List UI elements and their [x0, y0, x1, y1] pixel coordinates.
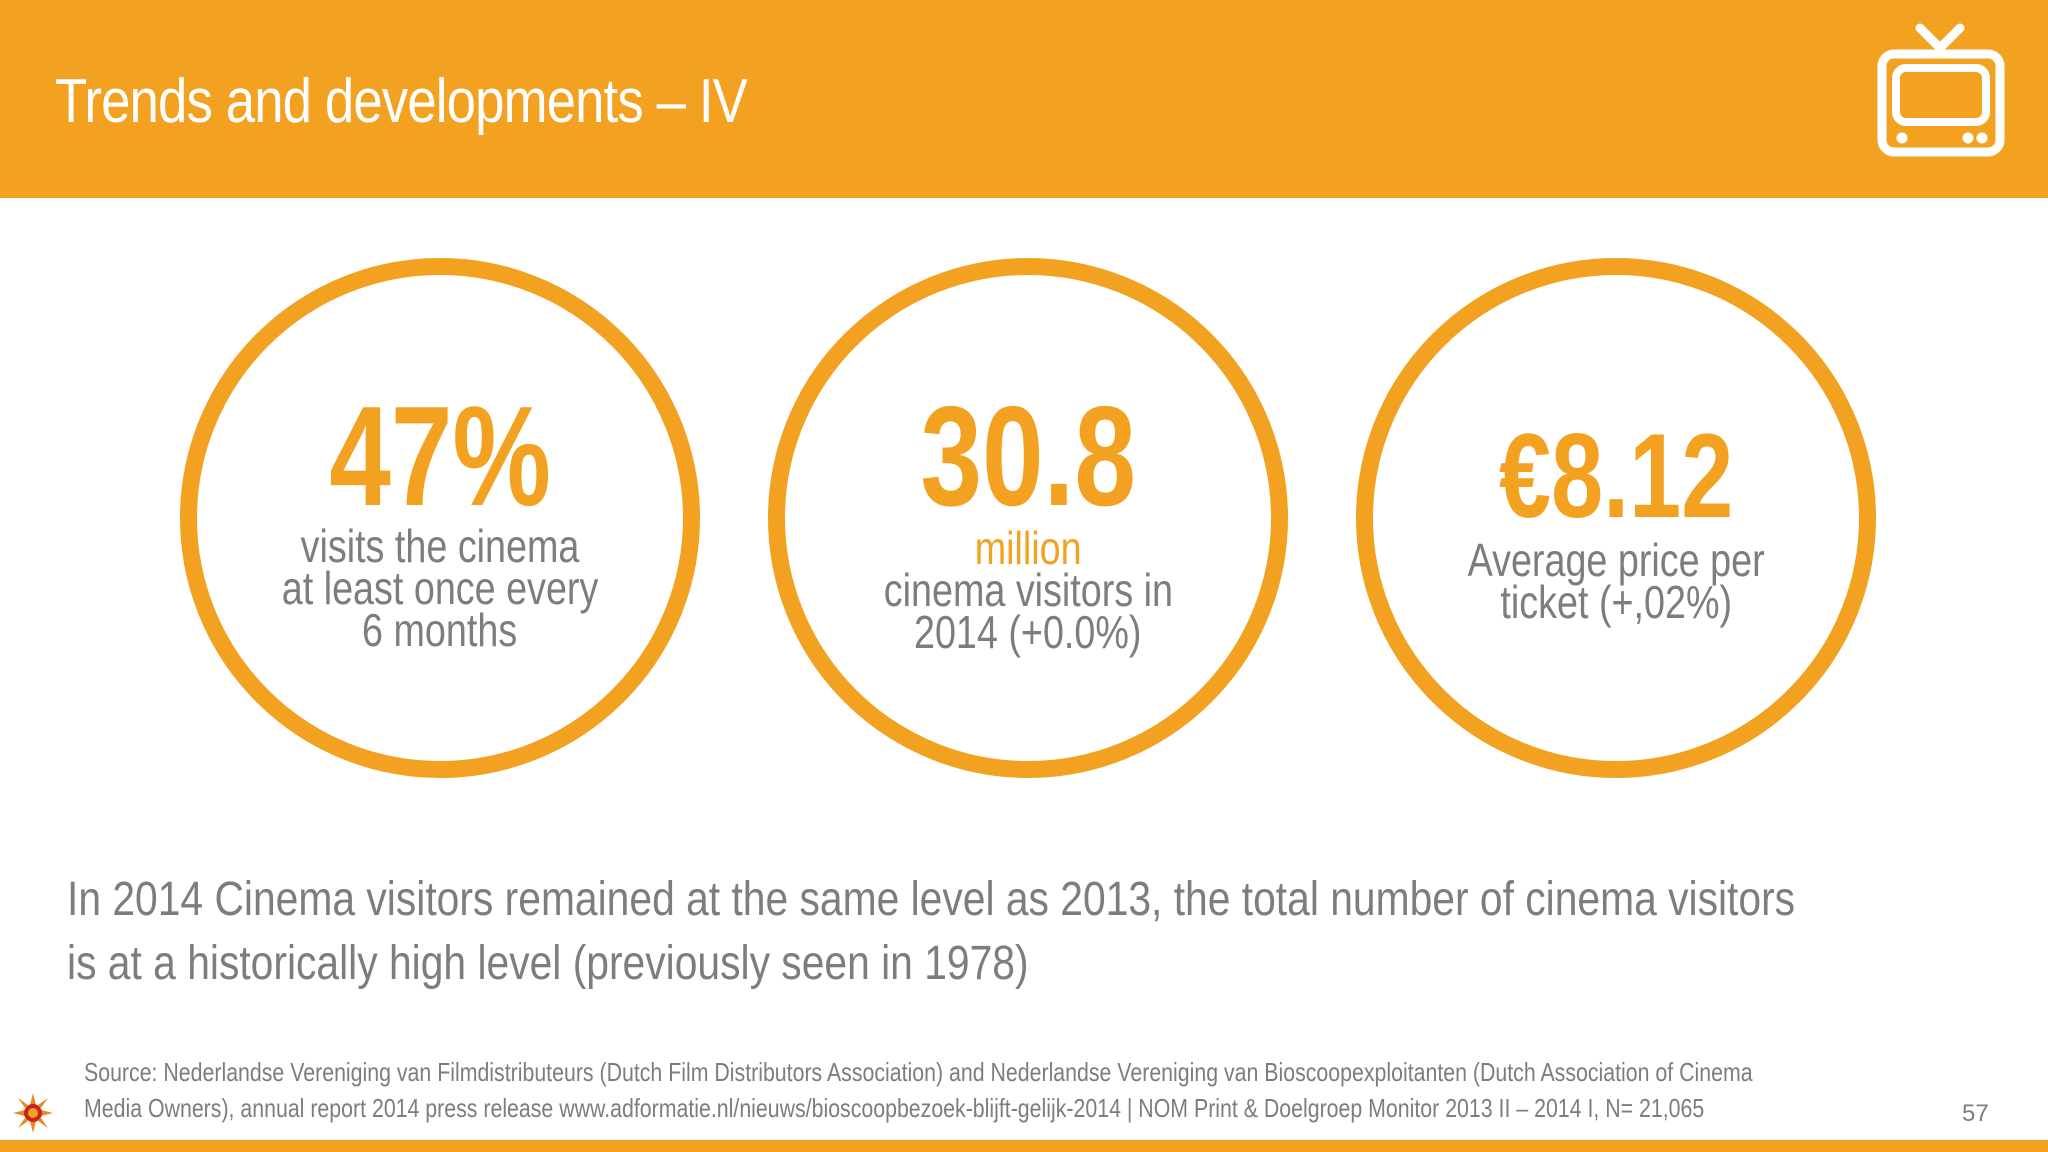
stat-value: 47% — [329, 377, 551, 536]
source-citation: Source: Nederlandse Vereniging van Filmd… — [84, 1054, 2048, 1126]
header-bar: Trends and developments – IV — [0, 0, 2048, 198]
stat-circle-ticket-price: €8.12 Average price per ticket (+,02%) — [1356, 258, 1876, 778]
tv-icon — [1877, 23, 2005, 157]
footer-bar — [0, 1140, 2048, 1152]
stat-description-line: cinema visitors in — [883, 564, 1173, 616]
stat-description-line: 2014 (+0.0%) — [914, 606, 1142, 658]
stat-unit: million — [974, 522, 1082, 574]
stat-description: cinema visitors in 2014 (+0.0%) — [785, 564, 1271, 658]
stat-description-line: visits the cinema — [300, 520, 580, 572]
stat-description-line: ticket (+,02%) — [1500, 576, 1732, 628]
source-line: Media Owners), annual report 2014 press … — [84, 1093, 1705, 1123]
stat-circle-cinema-visitors: 30.8 million cinema visitors in 2014 (+0… — [768, 258, 1288, 778]
page-number: 57 — [1962, 1100, 1989, 1127]
stat-value: 30.8 — [920, 377, 1136, 536]
stat-description-line: at least once every — [281, 562, 599, 614]
stat-value: €8.12 — [1498, 409, 1734, 543]
stat-description-line: 6 months — [362, 604, 518, 656]
summary-line: In 2014 Cinema visitors remained at the … — [67, 873, 1796, 926]
sun-logo-icon — [13, 1093, 53, 1133]
stat-description: visits the cinema at least once every 6 … — [197, 520, 683, 656]
summary-line: is at a historically high level (previou… — [67, 937, 1029, 990]
stat-description-line: Average price per — [1467, 534, 1765, 586]
stat-circle-visit-frequency: 47% visits the cinema at least once ever… — [180, 258, 700, 778]
summary-text: In 2014 Cinema visitors remained at the … — [67, 868, 2048, 996]
stat-description: Average price per ticket (+,02%) — [1373, 534, 1859, 628]
page-title: Trends and developments – IV — [55, 67, 748, 136]
source-line: Source: Nederlandse Vereniging van Filmd… — [84, 1057, 1753, 1087]
